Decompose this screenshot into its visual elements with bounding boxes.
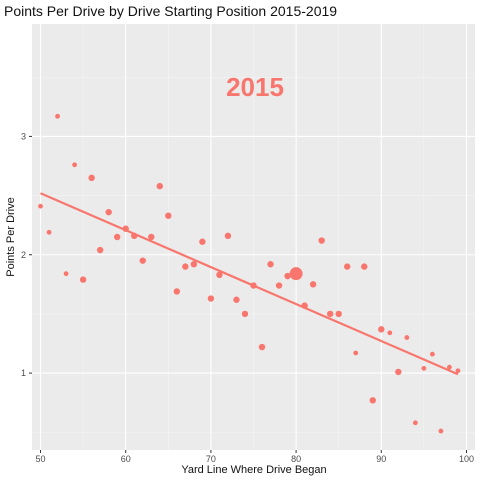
data-point [190,261,198,268]
data-point [369,397,376,404]
data-point [156,182,163,190]
data-point [131,232,138,240]
chart-title: Points Per Drive by Drive Starting Posit… [4,3,337,19]
data-point [113,233,121,241]
data-point [250,282,257,289]
data-point [421,365,427,371]
data-point [361,263,368,270]
data-point [387,330,393,336]
data-point [199,238,206,245]
data-point [46,229,52,235]
ticks-layer: 50 60 70 80 90 100 1 2 3 [21,131,474,464]
x-tick-label: 100 [459,454,474,464]
data-point [395,368,402,376]
data-point [318,237,325,244]
year-annotation: 2015 [226,72,284,102]
x-tick-label: 80 [291,454,301,464]
data-point [105,208,112,216]
data-point [344,263,351,270]
x-axis-label: Yard Line Where Drive Began [181,464,326,476]
y-tick-label: 1 [21,368,26,378]
data-point [55,113,60,119]
data-point [224,232,232,240]
data-point [447,364,452,370]
data-point [79,276,87,283]
data-point [275,282,283,289]
data-point [430,351,435,357]
data-point [289,267,303,281]
data-point [182,263,189,270]
data-point [122,225,129,232]
data-point [233,296,240,303]
data-point [258,343,266,351]
data-point [173,288,181,295]
trend-line [40,192,459,376]
data-point [438,428,444,434]
trend-layer [40,192,459,376]
data-point [216,271,223,279]
data-point [207,295,215,302]
data-point [165,212,172,219]
data-point [241,310,249,318]
x-tick-label: 70 [206,454,216,464]
x-tick-label: 50 [36,454,46,464]
data-point [96,246,104,254]
data-point [148,233,155,241]
data-point [404,335,410,340]
data-point [353,350,359,356]
data-point [455,368,461,374]
grid [32,24,475,450]
y-axis-label: Points Per Drive [5,197,17,276]
points-layer [38,113,461,434]
data-point [284,272,291,280]
data-point [309,281,317,288]
x-tick-label: 90 [376,454,386,464]
data-point [335,310,342,318]
data-point [267,261,274,268]
data-point [412,420,418,426]
data-point [139,257,146,264]
data-point [326,310,334,318]
y-tick-label: 3 [21,131,26,141]
data-point [38,203,43,209]
data-point [72,162,77,168]
data-point [63,271,69,277]
x-tick-label: 60 [121,454,131,464]
data-point [378,326,385,333]
y-tick-label: 2 [21,250,26,260]
data-point [301,302,308,309]
data-point [88,174,95,182]
